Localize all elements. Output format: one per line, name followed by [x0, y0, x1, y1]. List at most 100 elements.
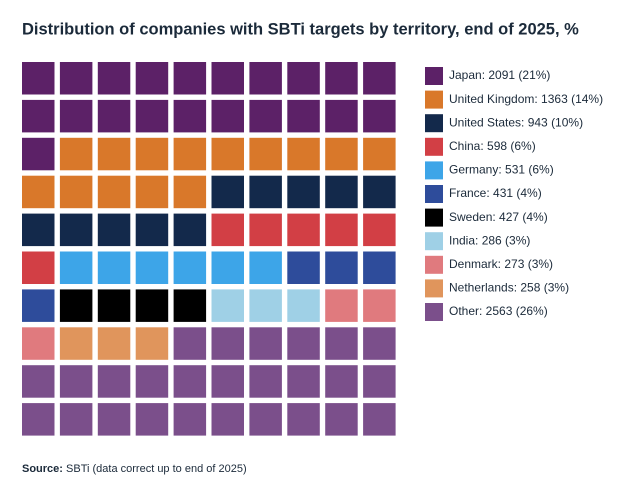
legend-label: India: 286 (3%): [449, 233, 530, 247]
waffle-cell: [363, 403, 396, 436]
waffle-cell: [173, 289, 207, 322]
waffle-cell: [363, 99, 396, 133]
waffle-cell: [287, 289, 320, 322]
waffle-cell: [22, 403, 55, 436]
waffle-cell: [22, 365, 55, 398]
source: Source: SBTi (data correct up to end of …: [22, 463, 247, 475]
waffle-cell: [97, 99, 131, 133]
waffle-cell: [59, 365, 93, 398]
waffle-cell: [97, 62, 131, 95]
waffle-cell: [97, 403, 131, 436]
waffle-cell: [249, 251, 282, 284]
legend-swatch: [425, 279, 443, 298]
waffle-cell: [287, 251, 320, 284]
legend-swatch: [425, 161, 443, 180]
legend-swatch: [425, 90, 443, 109]
legend-swatch: [425, 67, 443, 85]
waffle-cell: [211, 175, 244, 209]
waffle-cell: [325, 137, 358, 171]
waffle-cell: [249, 137, 282, 171]
waffle-cell: [287, 327, 320, 360]
legend-label: United Kingdom: 1363 (14%): [449, 92, 603, 106]
waffle-cell: [135, 327, 169, 360]
legend-label: Japan: 2091 (21%): [449, 68, 550, 82]
waffle-cell: [363, 327, 396, 360]
waffle-cell: [249, 213, 282, 247]
legend-label: United States: 943 (10%): [449, 115, 583, 129]
waffle-cell: [249, 175, 282, 209]
waffle-cell: [59, 213, 93, 247]
waffle-cell: [97, 175, 131, 209]
legend-label: Sweden: 427 (4%): [449, 210, 548, 224]
legend-swatch: [425, 232, 443, 251]
waffle-cell: [211, 99, 244, 133]
waffle-cell: [59, 289, 93, 322]
waffle-cell: [325, 62, 358, 95]
waffle-cell: [135, 213, 169, 247]
waffle-cell: [173, 365, 207, 398]
waffle-cell: [325, 403, 358, 436]
legend-swatch: [425, 208, 443, 227]
waffle-cell: [211, 62, 244, 95]
waffle-cell: [173, 327, 207, 360]
waffle-cell: [211, 137, 244, 171]
waffle-cell: [22, 289, 55, 322]
waffle-cell: [287, 403, 320, 436]
legend-swatch: [425, 303, 443, 321]
waffle-cell: [363, 289, 396, 322]
waffle-cell: [325, 213, 358, 247]
waffle-cell: [97, 289, 131, 322]
waffle-cell: [211, 251, 244, 284]
waffle-cell: [97, 137, 131, 171]
waffle-cell: [363, 175, 396, 209]
waffle-cell: [22, 251, 55, 284]
waffle-cell: [22, 99, 55, 133]
waffle-cell: [211, 403, 244, 436]
waffle-cell: [135, 99, 169, 133]
waffle-cell: [173, 213, 207, 247]
legend-swatch: [425, 137, 443, 156]
legend-label: Germany: 531 (6%): [449, 163, 554, 177]
waffle-cell: [22, 213, 55, 247]
waffle-cell: [325, 327, 358, 360]
waffle-cell: [287, 62, 320, 95]
source-text: SBTi (data correct up to end of 2025): [66, 463, 247, 475]
waffle-cell: [363, 137, 396, 171]
waffle-cell: [211, 289, 244, 322]
waffle-cell: [22, 327, 55, 360]
legend-swatch: [425, 114, 443, 133]
waffle-cell: [173, 175, 207, 209]
waffle-cell: [135, 175, 169, 209]
waffle-cell: [173, 62, 207, 95]
waffle-cell: [59, 137, 93, 171]
waffle-cell: [287, 175, 320, 209]
waffle-cell: [287, 365, 320, 398]
waffle-cell: [325, 175, 358, 209]
waffle-cell: [22, 62, 55, 95]
chart-title: Distribution of companies with SBTi targ…: [22, 20, 579, 38]
waffle-cell: [249, 403, 282, 436]
waffle-cell: [325, 99, 358, 133]
legend-swatch: [425, 255, 443, 274]
waffle-cell: [173, 137, 207, 171]
waffle-cell: [173, 99, 207, 133]
waffle-cell: [135, 365, 169, 398]
source-label: Source:: [22, 463, 63, 475]
waffle-cell: [363, 365, 396, 398]
waffle-cell: [325, 251, 358, 284]
waffle-cell: [59, 327, 93, 360]
waffle-cell: [135, 289, 169, 322]
waffle-cell: [211, 327, 244, 360]
waffle-cell: [135, 403, 169, 436]
legend-label: Netherlands: 258 (3%): [449, 281, 569, 295]
waffle-cell: [249, 365, 282, 398]
waffle-cell: [211, 365, 244, 398]
legend-label: France: 431 (4%): [449, 186, 542, 200]
waffle-cell: [173, 251, 207, 284]
waffle-cell: [59, 99, 93, 133]
waffle-cell: [363, 213, 396, 247]
waffle-cell: [249, 327, 282, 360]
waffle-cell: [97, 327, 131, 360]
